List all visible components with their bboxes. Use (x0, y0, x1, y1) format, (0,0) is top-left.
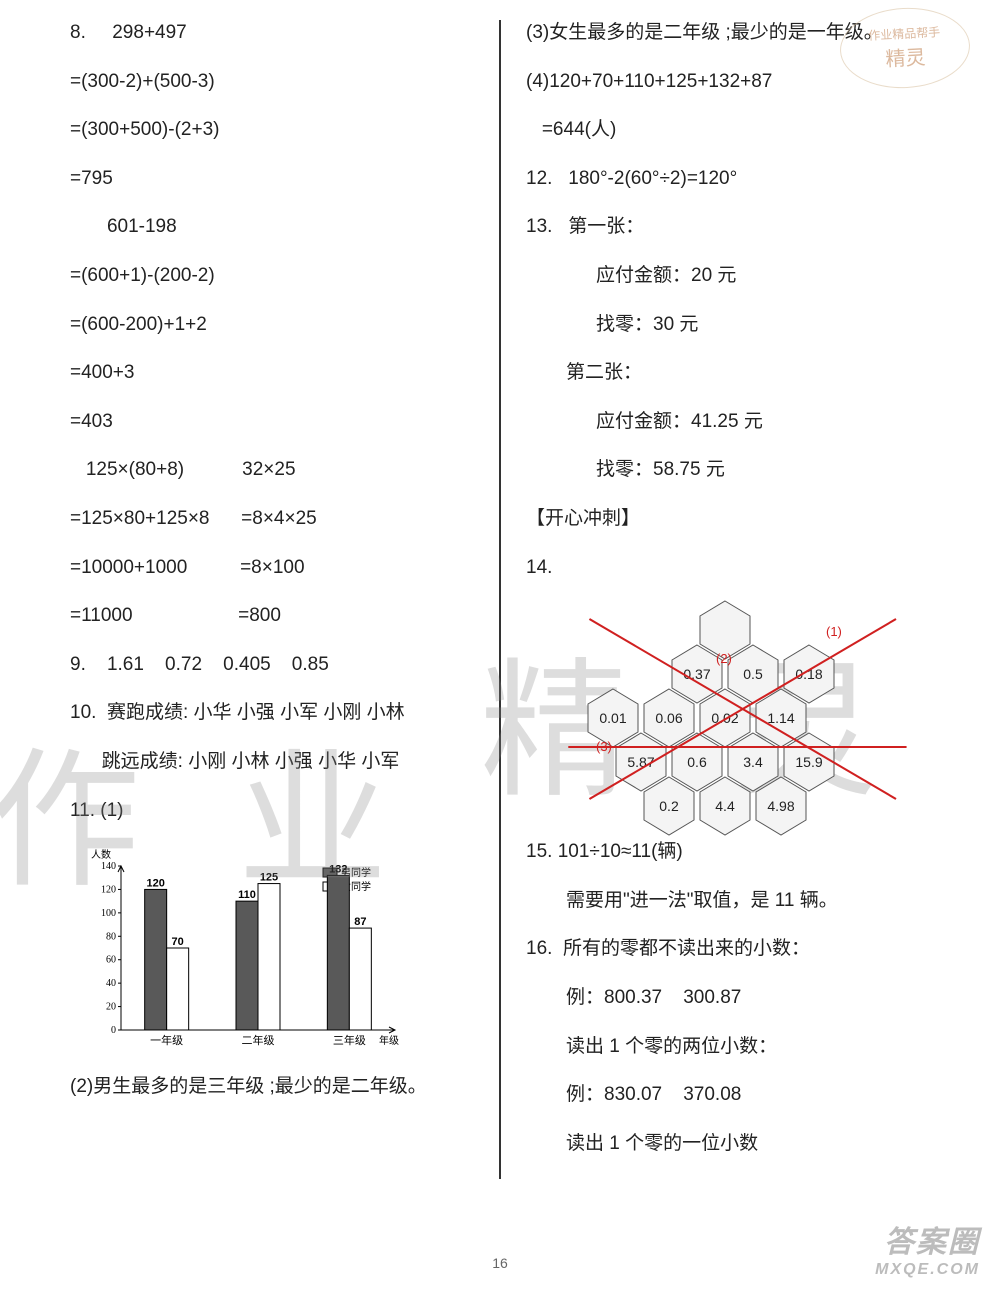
footer-line2: MXQE.COM (875, 1261, 980, 1279)
q10a: 10. 赛跑成绩: 小华 小强 小军 小刚 小林 (30, 700, 474, 727)
q15a: 15. 101÷10≈11(辆) (526, 839, 970, 866)
svg-text:0: 0 (111, 1025, 116, 1036)
q8c-step: =125×80+125×8 =8×4×25 (30, 506, 474, 533)
svg-text:110: 110 (238, 889, 256, 901)
svg-text:132: 132 (329, 863, 347, 875)
q8b-step: =403 (30, 409, 474, 436)
svg-text:140: 140 (101, 861, 116, 872)
svg-text:一年级: 一年级 (150, 1033, 183, 1047)
q8b-step: =400+3 (30, 360, 474, 387)
q8b-step: =(600+1)-(200-2) (30, 263, 474, 290)
q11-4b: =644(人) (526, 117, 970, 144)
q8c-header: 125×(80+8) 32×25 (30, 457, 474, 484)
svg-text:人数: 人数 (91, 848, 111, 861)
svg-text:80: 80 (106, 931, 116, 942)
bar-chart: 人数020406080100120140男同学女同学12070一年级110125… (85, 846, 405, 1056)
q13b: 应付金额：20 元 (526, 263, 970, 290)
section-header: 【开心冲刺】 (526, 506, 970, 533)
q16b: 例：800.37 300.87 (526, 985, 970, 1012)
svg-text:120: 120 (146, 878, 164, 890)
q8-step: =(300-2)+(500-3) (30, 69, 474, 96)
q8b-header: 601-198 (30, 214, 474, 241)
q16e: 读出 1 个零的一位小数 (526, 1131, 970, 1158)
q8c-step: =11000 =800 (30, 603, 474, 630)
q13c: 找零：30 元 (526, 312, 970, 339)
q16c: 读出 1 个零的两位小数： (526, 1034, 970, 1061)
q10b: 跳远成绩: 小刚 小林 小强 小华 小军 (30, 749, 474, 776)
svg-text:100: 100 (101, 908, 116, 919)
svg-text:125: 125 (260, 872, 278, 884)
q13d: 第二张： (526, 360, 970, 387)
q8c-step: =10000+1000 =8×100 (30, 555, 474, 582)
q12: 12. 180°-2(60°÷2)=120° (526, 166, 970, 193)
q8-step: =795 (30, 166, 474, 193)
left-column: 8. 298+497 =(300-2)+(500-3) =(300+500)-(… (30, 20, 499, 1179)
right-column: (3)女生最多的是二年级 ;最少的是一年级。 (4)120+70+110+125… (501, 20, 970, 1179)
stamp-line1: 作业精品帮手 (868, 23, 941, 44)
q9: 9. 1.61 0.72 0.405 0.85 (30, 652, 474, 679)
bar-chart-wrap: 人数020406080100120140男同学女同学12070一年级110125… (30, 846, 474, 1056)
q13f: 找零：58.75 元 (526, 457, 970, 484)
svg-text:87: 87 (354, 916, 366, 928)
svg-text:120: 120 (101, 885, 116, 896)
q13e: 应付金额：41.25 元 (526, 409, 970, 436)
q16a: 16. 所有的零都不读出来的小数： (526, 936, 970, 963)
svg-text:40: 40 (106, 978, 116, 989)
q11: 11. (1) (30, 798, 474, 825)
svg-text:三年级: 三年级 (333, 1033, 366, 1047)
svg-text:年级: 年级 (379, 1034, 399, 1047)
q8-header: 8. 298+497 (30, 20, 474, 47)
page-number: 16 (0, 1255, 1000, 1271)
svg-text:70: 70 (172, 936, 184, 948)
svg-text:二年级: 二年级 (242, 1033, 275, 1047)
q16d: 例：830.07 370.08 (526, 1082, 970, 1109)
honeycomb-cross (526, 599, 970, 829)
q11-2: (2)男生最多的是三年级 ;最少的是二年级。 (30, 1074, 474, 1101)
footer-badge: 答案圈 MXQE.COM (875, 1217, 980, 1279)
q13a: 13. 第一张： (526, 214, 970, 241)
q15b: 需要用"进一法"取值，是 11 辆。 (526, 888, 970, 915)
stamp-line2: 精灵 (885, 41, 926, 72)
footer-line1: 答案圈 (875, 1217, 980, 1261)
honeycomb: 0.370.50.180.010.060.021.145.870.63.415.… (526, 599, 970, 829)
q14: 14. (526, 555, 970, 582)
q8b-step: =(600-200)+1+2 (30, 312, 474, 339)
svg-text:60: 60 (106, 955, 116, 966)
q8-step: =(300+500)-(2+3) (30, 117, 474, 144)
svg-text:20: 20 (106, 1002, 116, 1013)
page: 8. 298+497 =(300-2)+(500-3) =(300+500)-(… (0, 0, 1000, 1219)
